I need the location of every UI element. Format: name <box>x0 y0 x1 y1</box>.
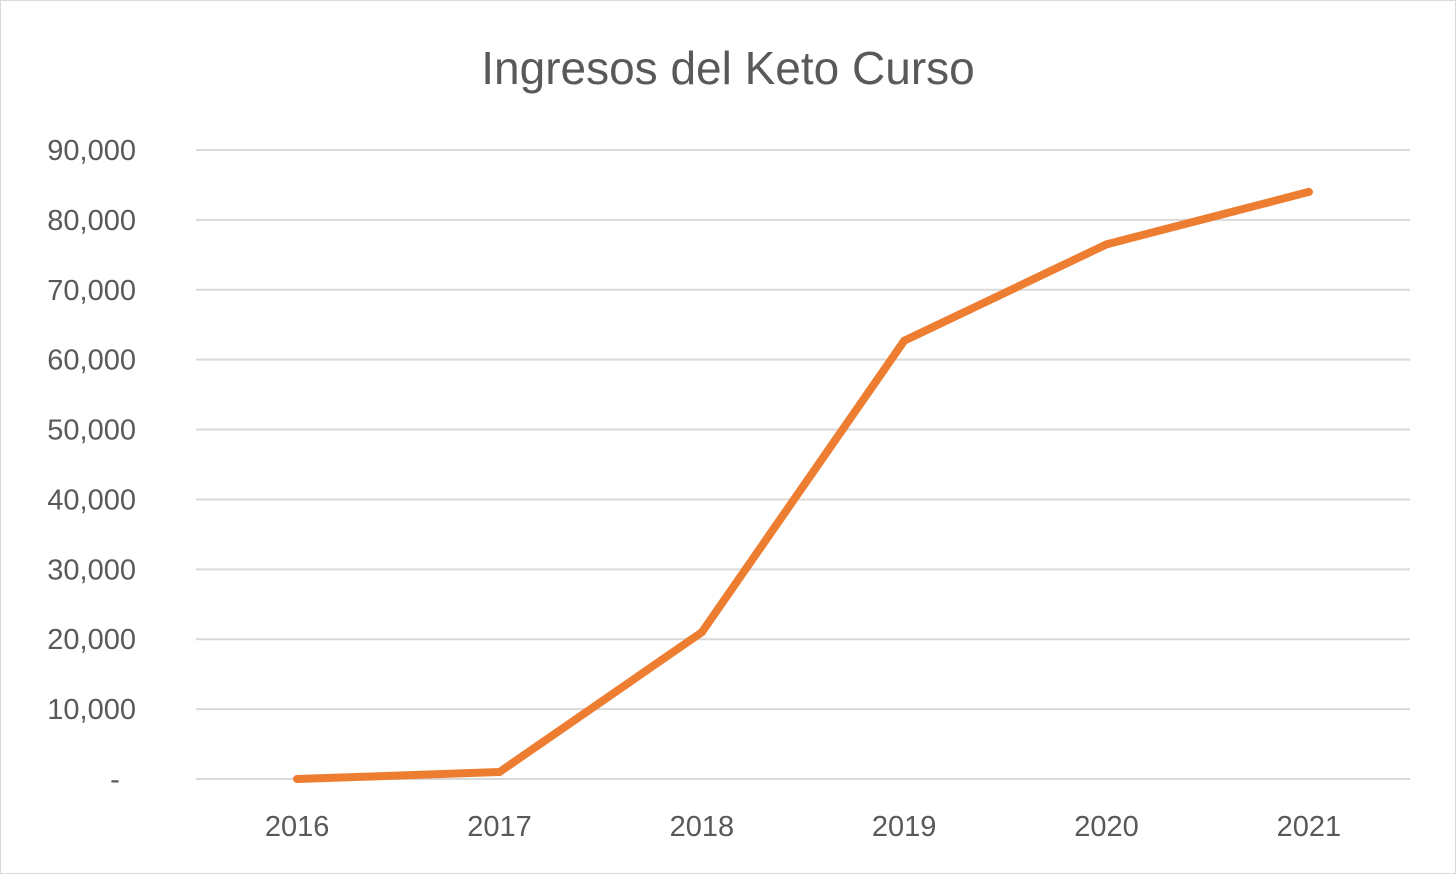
series-layer <box>293 187 1313 783</box>
data-point <box>1304 187 1313 196</box>
y-tick-label: 90,000 <box>47 135 136 167</box>
series-line <box>293 187 1313 783</box>
x-tick-label: 2021 <box>1277 811 1342 843</box>
x-tick-label: 2019 <box>872 811 937 843</box>
x-tick-label: 2018 <box>670 811 735 843</box>
y-tick-label: 20,000 <box>47 624 136 656</box>
y-axis-tick-labels: - 10,000 20,000 30,000 40,000 50,000 60,000 70,… <box>47 135 136 796</box>
y-tick-label: 30,000 <box>47 554 136 586</box>
y-tick-label: 50,000 <box>47 415 136 447</box>
y-tick-label: 40,000 <box>47 484 136 516</box>
gridlines <box>196 149 1410 780</box>
y-tick-label: - <box>110 764 120 796</box>
x-tick-label: 2017 <box>467 811 532 843</box>
x-tick-label: 2020 <box>1074 811 1139 843</box>
x-tick-label: 2016 <box>265 811 330 843</box>
data-point <box>495 768 504 777</box>
y-tick-label: 10,000 <box>47 694 136 726</box>
x-axis-tick-labels: 2016 2017 2018 2019 2020 2021 <box>265 811 1341 843</box>
data-point <box>900 336 909 345</box>
y-tick-label: 70,000 <box>47 275 136 307</box>
data-point <box>1102 240 1111 249</box>
data-point <box>697 628 706 637</box>
data-point <box>293 775 302 783</box>
y-tick-label: 80,000 <box>47 205 136 237</box>
y-tick-label: 60,000 <box>47 345 136 377</box>
chart-title: Ingresos del Keto Curso <box>481 42 975 94</box>
